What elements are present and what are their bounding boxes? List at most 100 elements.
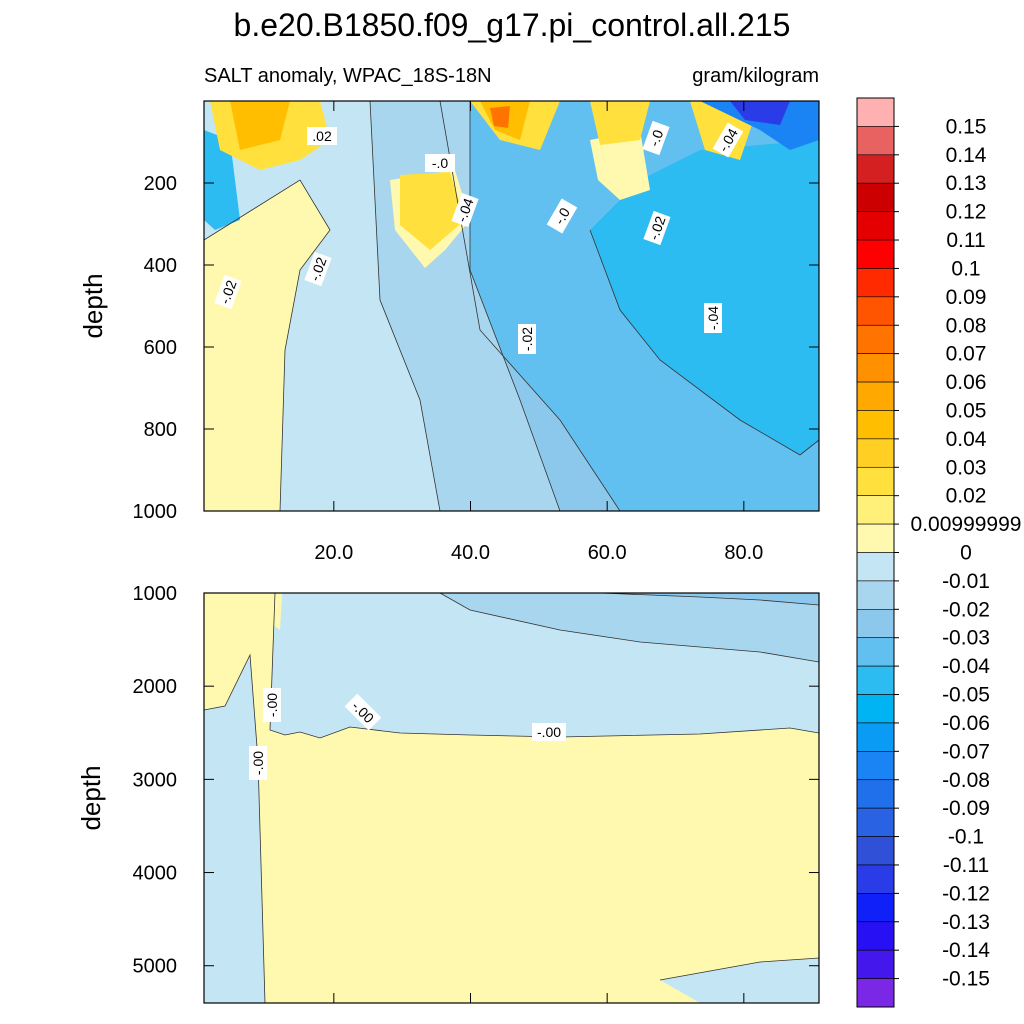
upper-contour-label-bg: [642, 120, 670, 156]
lower-contour-label-bg: [249, 746, 267, 780]
upper-ticks: 20.0 40.0 60.0 80.0 200 400 600 800 1000: [133, 101, 819, 564]
colorbar-swatch: [856, 694, 895, 724]
colorbar-swatch: [856, 949, 895, 979]
lower-ytick-label: 1000: [133, 583, 178, 605]
colorbar-label: 0.00999999: [911, 513, 1022, 536]
colorbar-label: -0.1: [948, 826, 984, 849]
colorbar-label: 0.13: [946, 172, 987, 195]
upper-band-18: [590, 101, 650, 145]
lower-frame: [203, 592, 820, 1004]
colorbar-label: 0.04: [946, 428, 987, 451]
upper-band-7: [590, 130, 650, 200]
colorbar-label: -0.13: [942, 911, 990, 934]
upper-contour-label-bg: [214, 274, 242, 310]
upper-ytick-label: 400: [144, 255, 177, 277]
upper-contour-label-bg: [451, 192, 479, 228]
upper-contour-labels: .02-.0-.02-.02-.04 -.0-.0-.02-.04-.04-.02: [214, 120, 744, 354]
upper-contour-1: [203, 179, 331, 512]
colorbar-swatch: [856, 239, 895, 269]
upper-contour-label: -.0: [425, 154, 455, 172]
upper-contour-label: -.0: [642, 120, 670, 156]
upper-contour-label: -.02: [643, 210, 671, 246]
colorbar-label: -0.12: [942, 882, 990, 905]
upper-contour-label-bg: [518, 324, 536, 354]
upper-contour-label: -.04: [704, 303, 722, 333]
colorbar-label: -0.09: [942, 797, 990, 820]
lower-contour-label: -.00: [263, 688, 281, 722]
upper-ytick-label: 800: [144, 419, 177, 441]
colorbar-label: 0: [960, 542, 972, 565]
upper-contour-label-bg: [712, 122, 744, 158]
lower-band-6: [270, 593, 282, 630]
upper-contour-label: -.04: [451, 192, 479, 228]
upper-contour-label-text: -.02: [306, 255, 329, 283]
lower-contour-label-bg: [532, 723, 566, 741]
colorbar-label: 0.07: [946, 343, 987, 366]
colorbar-swatch: [856, 466, 895, 496]
colorbar-label: -0.02: [942, 598, 990, 621]
upper-contour-label-bg: [643, 210, 671, 246]
lower-ytick-label: 2000: [133, 676, 178, 698]
upper-contour-label: -.02: [214, 274, 242, 310]
upper-ytick-label: 600: [144, 337, 177, 359]
colorbar-swatch: [856, 609, 895, 639]
upper-contour-label: -.02: [518, 324, 536, 354]
lower-contour-lines: [203, 592, 820, 1004]
lower-contour-5: [659, 957, 820, 981]
upper-contour-label: -.02: [304, 251, 332, 287]
upper-contour-label: .02: [307, 127, 337, 145]
colorbar-label: 0.03: [946, 456, 987, 479]
upper-band-2: [590, 140, 819, 455]
colorbar-swatch: [856, 751, 895, 781]
lower-band-4: [600, 593, 819, 605]
upper-contour-label-text: -.02: [645, 214, 668, 242]
colorbar-swatch: [856, 495, 895, 525]
lower-contour-label-bg: [344, 693, 382, 731]
colorbar-label: -0.14: [942, 939, 990, 962]
colorbar-swatch: [856, 381, 895, 411]
upper-band-13: [490, 106, 510, 128]
subtitle-left: SALT anomaly, WPAC_18S-18N: [204, 65, 492, 87]
colorbar-label: 0.15: [946, 115, 987, 138]
colorbar-swatch: [856, 722, 895, 752]
colorbar-swatch: [856, 864, 895, 894]
lower-band-2: [204, 655, 265, 1003]
chart-title: b.e20.B1850.f09_g17.pi_control.all.215: [234, 7, 791, 43]
lower-contour-label: -.00: [532, 723, 566, 741]
upper-contour-label-text: -.0: [646, 127, 667, 148]
upper-contour-5: [589, 229, 820, 456]
upper-band-5: [204, 180, 330, 511]
colorbar-swatch: [856, 97, 895, 127]
colorbar-label: -0.01: [942, 570, 990, 593]
colorbar-label: 0.11: [946, 229, 985, 252]
upper-contour-label-text: -.04: [453, 196, 476, 224]
upper-contour-label-text: -.02: [519, 327, 535, 351]
colorbar-label: 0.14: [946, 144, 987, 167]
colorbar-label: -0.03: [942, 627, 990, 650]
upper-band-9: [400, 172, 465, 250]
upper-contour-label-text: -.02: [216, 278, 239, 306]
lower-contour-4: [599, 592, 820, 606]
lower-ytick-label: 3000: [133, 769, 178, 791]
upper-ytick-label: 1000: [133, 501, 178, 523]
upper-contour-label-bg: [546, 198, 578, 234]
upper-panel: 20.0 40.0 60.0 80.0 200 400 600 800 1000 depth .…: [78, 100, 820, 564]
colorbar-swatch: [856, 154, 895, 184]
colorbar-label: 0.09: [946, 286, 987, 309]
colorbar-swatch: [856, 665, 895, 695]
lower-ytick-label: 5000: [133, 956, 178, 978]
colorbar-swatch: [856, 211, 895, 241]
upper-contour-2: [369, 100, 441, 512]
lower-band-3: [440, 593, 819, 662]
upper-frame: [203, 100, 820, 512]
colorbar-label: 0.1: [951, 257, 980, 280]
lower-contour-label: -.00: [249, 746, 267, 780]
upper-contour-label-text: -.0: [551, 205, 573, 227]
colorbar-swatch: [856, 324, 895, 354]
upper-xtick-label: 40.0: [451, 542, 490, 564]
colorbar-label: 0.08: [946, 314, 987, 337]
lower-contour-3: [439, 592, 820, 663]
colorbar-swatch: [856, 779, 895, 809]
colorbar-swatch: [856, 353, 895, 383]
